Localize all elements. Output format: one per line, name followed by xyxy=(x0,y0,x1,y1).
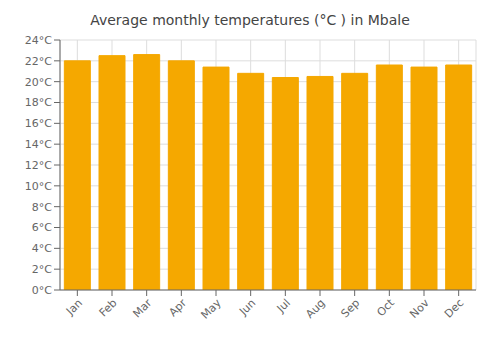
svg-text:Sep: Sep xyxy=(338,296,362,320)
svg-text:Nov: Nov xyxy=(407,296,432,321)
svg-text:2°C: 2°C xyxy=(32,263,52,276)
svg-text:4°C: 4°C xyxy=(32,242,52,255)
svg-text:Dec: Dec xyxy=(442,296,466,320)
svg-text:12°C: 12°C xyxy=(25,159,52,172)
svg-text:16°C: 16°C xyxy=(25,117,52,130)
svg-text:6°C: 6°C xyxy=(32,221,52,234)
svg-text:0°C: 0°C xyxy=(32,284,52,297)
svg-text:8°C: 8°C xyxy=(32,201,52,214)
svg-text:24°C: 24°C xyxy=(25,34,52,47)
svg-text:18°C: 18°C xyxy=(25,96,52,109)
svg-text:May: May xyxy=(198,296,224,322)
svg-text:14°C: 14°C xyxy=(25,138,52,151)
svg-text:Oct: Oct xyxy=(374,296,397,319)
svg-text:Aug: Aug xyxy=(303,296,327,320)
svg-text:Jan: Jan xyxy=(63,296,85,318)
svg-text:10°C: 10°C xyxy=(25,180,52,193)
svg-text:20°C: 20°C xyxy=(25,76,52,89)
svg-text:Jul: Jul xyxy=(274,296,293,315)
svg-text:22°C: 22°C xyxy=(25,55,52,68)
svg-text:Jun: Jun xyxy=(236,296,258,318)
svg-text:Apr: Apr xyxy=(166,296,189,319)
html-text:Average monthly temperatures (: Average monthly temperatures (°C ) in Mb… xyxy=(90,12,410,28)
svg-text:Mar: Mar xyxy=(130,296,154,320)
svg-text:Feb: Feb xyxy=(97,296,120,319)
